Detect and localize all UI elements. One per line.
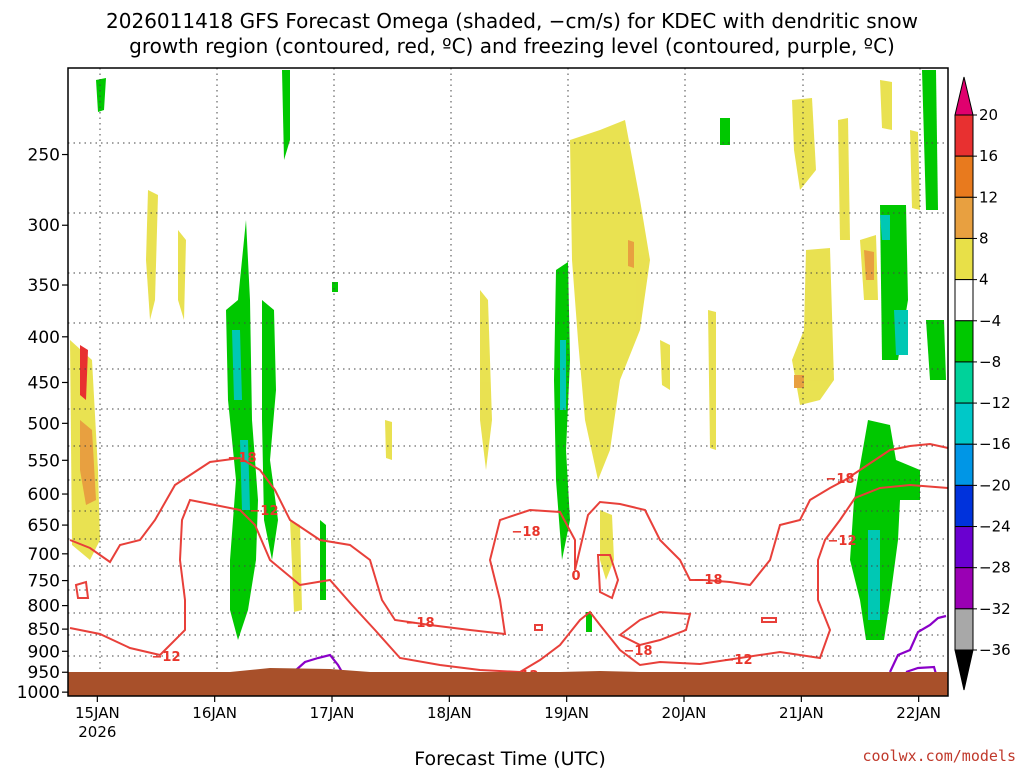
contour-label: −12 [250, 504, 279, 519]
x-tick-label: 21JAN [779, 704, 824, 722]
colorbar-block [954, 567, 974, 610]
colorbar-label: −4 [979, 312, 1001, 330]
colorbar-block [954, 155, 974, 198]
y-tick-label: 950 [28, 663, 60, 683]
y-tick-label: 750 [28, 572, 60, 592]
colorbar-label: −20 [979, 476, 1011, 494]
colorbar-label: −16 [979, 435, 1011, 453]
chart-title-line-1: 2026011418 GFS Forecast Omega (shaded, −… [106, 9, 918, 33]
colorbar: 20 16 12 8 4 −4 −8 −12 −16 −20 −24 −28 −32 −36 [954, 76, 1011, 691]
colorbar-block [954, 237, 974, 281]
y-tick-label: 1000 [17, 683, 60, 703]
omega-shading [70, 70, 946, 640]
colorbar-block [954, 196, 974, 239]
y-tick-label: 550 [28, 451, 60, 471]
y-tick-label: 800 [28, 597, 60, 617]
contour-label: −18 [406, 616, 435, 631]
y-tick-label: 450 [28, 373, 60, 393]
x-axis-label: Forecast Time (UTC) [414, 748, 605, 768]
colorbar-label: −36 [979, 641, 1011, 659]
colorbar-top-arrow [954, 76, 974, 116]
x-tick-sublabel: 2026 [78, 723, 116, 741]
terrain-band [68, 668, 948, 696]
x-tick-label: 17JAN [310, 704, 355, 722]
contour-label: −12 [152, 650, 181, 665]
colorbar-label: −24 [979, 518, 1011, 536]
colorbar-block [954, 402, 974, 445]
freezing-level-contours [295, 614, 947, 675]
y-tick-label: 300 [28, 216, 60, 236]
colorbar-label: −12 [979, 394, 1011, 412]
contour-label: −12 [828, 534, 857, 549]
contour-label: −18 [512, 525, 541, 540]
contour-label: −18 [694, 573, 723, 588]
y-axis: 2503003504004505005506006507007508008509… [17, 146, 68, 703]
y-tick-label: 850 [28, 620, 60, 640]
omega-green-patches [96, 70, 946, 640]
dgz-contours [69, 442, 949, 674]
x-tick-label: 20JAN [662, 704, 707, 722]
colorbar-label: 12 [979, 188, 998, 206]
colorbar-label: 4 [979, 271, 989, 289]
colorbar-label: −28 [979, 559, 1011, 577]
y-tick-label: 400 [28, 328, 60, 348]
x-tick-label: 18JAN [427, 704, 472, 722]
omega-red-patch [80, 345, 88, 400]
colorbar-block [954, 361, 974, 404]
chart-title-line-2: growth region (contoured, red, ºC) and f… [129, 34, 895, 58]
contour-label: −18 [826, 472, 855, 487]
contour-label: −18 [624, 644, 653, 659]
y-tick-label: 900 [28, 642, 60, 662]
x-tick-label: 16JAN [192, 704, 237, 722]
omega-teal-patches [232, 215, 908, 620]
colorbar-block [954, 279, 974, 322]
colorbar-label: −32 [979, 600, 1011, 618]
colorbar-label: 20 [979, 106, 998, 124]
contour-label: −12 [724, 653, 753, 668]
contour-label: 0 [571, 569, 580, 584]
y-gridlines [68, 142, 948, 657]
colorbar-label: −8 [979, 353, 1001, 371]
y-tick-label: 250 [28, 146, 60, 166]
contour-label: −18 [228, 451, 257, 466]
omega-yellow-patches [70, 80, 920, 612]
credit-link[interactable]: coolwx.com/models [862, 747, 1016, 765]
y-tick-label: 500 [28, 414, 60, 434]
x-tick-label: 19JAN [544, 704, 589, 722]
colorbar-block [954, 484, 974, 528]
x-tick-label: 15JAN [75, 704, 120, 722]
x-gridlines [99, 68, 921, 696]
y-tick-label: 650 [28, 516, 60, 536]
colorbar-block [954, 320, 974, 363]
y-tick-label: 700 [28, 545, 60, 565]
x-tick-label: 22JAN [896, 704, 941, 722]
colorbar-label: 8 [979, 229, 989, 247]
y-tick-label: 600 [28, 485, 60, 505]
colorbar-block [954, 114, 974, 157]
colorbar-bottom-arrow [954, 649, 974, 691]
colorbar-block [954, 526, 974, 569]
colorbar-label: 16 [979, 147, 998, 165]
y-tick-label: 350 [28, 276, 60, 296]
colorbar-block [954, 608, 974, 651]
colorbar-block [954, 443, 974, 486]
